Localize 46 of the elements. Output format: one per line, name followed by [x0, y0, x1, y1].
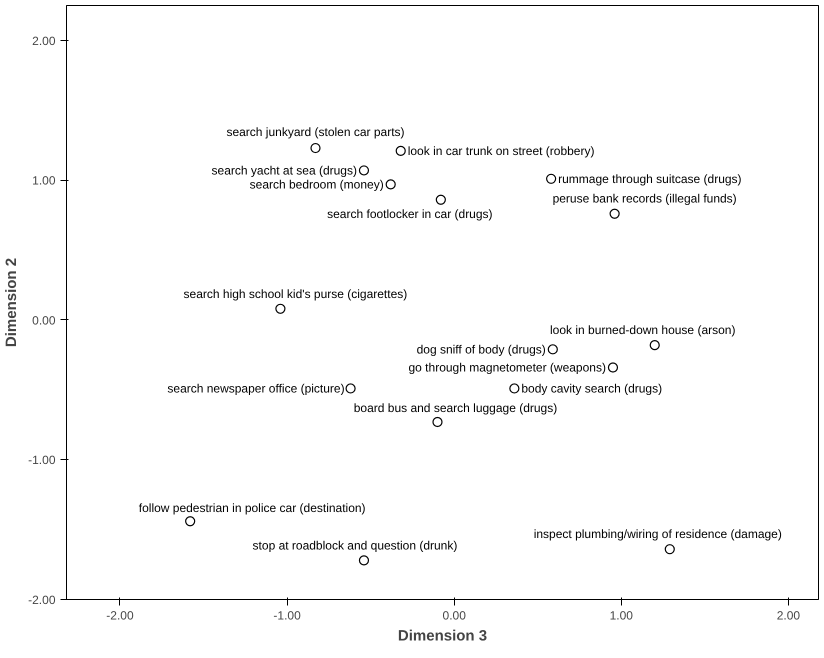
x-axis-title: Dimension 3: [398, 628, 488, 644]
annotation: follow pedestrian in police car (destination): [138, 501, 366, 516]
annotation: look in burned-down house (arson): [550, 323, 736, 338]
annotation: dog sniff of body (drugs): [416, 342, 546, 356]
annotation: board bus and search luggage (drugs): [354, 401, 558, 415]
y-tick-label: 2.00: [32, 34, 56, 48]
x-tick-label: -2.00: [106, 608, 134, 622]
point: [358, 165, 370, 176]
point: [664, 544, 675, 554]
point: [608, 362, 618, 373]
point: [548, 344, 558, 354]
annotation: stop at roadblock and question (drunk): [252, 538, 458, 552]
annotation: inspect plumbing/wiring of residence (damage): [534, 527, 782, 542]
x-tick-label: 0.00: [442, 608, 466, 622]
point: [432, 416, 443, 428]
x-tick-label: 2.00: [776, 608, 800, 622]
annotation: search yacht at sea (drugs): [212, 163, 357, 178]
annotation: go through magnetometer (weapons): [408, 360, 606, 374]
point: [185, 516, 196, 526]
point: [436, 194, 446, 205]
y-tick-label: -1.00: [28, 453, 56, 468]
annotation: body cavity search (drugs): [521, 381, 662, 396]
point: [396, 146, 406, 156]
point: [275, 304, 286, 314]
point: [650, 340, 660, 350]
y-tick-label: 1.00: [32, 174, 56, 188]
annotation: search bedroom (money): [250, 177, 384, 192]
point: [509, 383, 520, 394]
annotation: rummage through suitcase (drugs): [558, 172, 742, 186]
annotation: search newspaper office (picture): [167, 381, 345, 396]
point: [386, 179, 396, 190]
point: [546, 174, 556, 184]
annotation: search junkyard (stolen car parts): [226, 125, 405, 140]
point: [358, 555, 370, 566]
x-tick-label: 1.00: [610, 608, 634, 622]
y-tick-label: -2.00: [28, 593, 56, 607]
annotation: peruse bank records (illegal funds): [552, 192, 737, 206]
annotation: look in car trunk on street (robbery): [408, 144, 594, 158]
point: [345, 383, 356, 394]
x-tick-label: -1.00: [273, 608, 302, 622]
point: [310, 142, 321, 154]
y-tick-label: 0.00: [32, 313, 56, 328]
y-axis-title: Dimension 2: [3, 258, 20, 348]
annotation: search high school kid's purse (cigarettes): [184, 286, 408, 301]
point: [610, 208, 620, 219]
annotation: search footlocker in car (drugs): [327, 206, 493, 221]
